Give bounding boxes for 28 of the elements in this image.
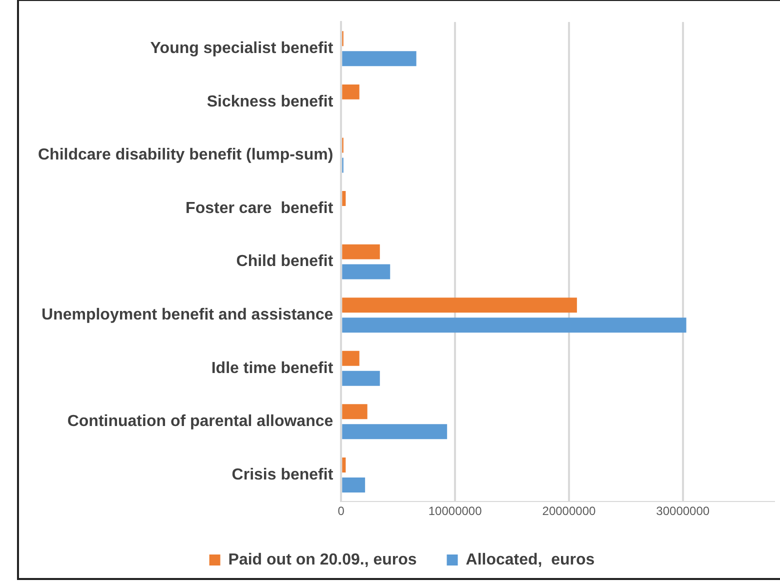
bar (342, 298, 577, 313)
y-tick-label: Unemployment benefit and assistance (42, 306, 334, 324)
y-tick-label: Sickness benefit (206, 93, 334, 110)
bar (342, 51, 416, 66)
x-tick-label: 10000000 (428, 504, 482, 518)
bar (342, 477, 366, 492)
bar (342, 404, 368, 420)
y-tick-label: Crisis benefit (232, 466, 334, 484)
y-tick-label: Continuation of parental allowance (67, 413, 334, 430)
legend-label: Paid out on 20.09., euros (228, 551, 417, 568)
bar (342, 244, 380, 260)
x-tick-label: 30000000 (656, 504, 710, 518)
bar (342, 264, 390, 280)
y-tick-label: Child benefit (236, 253, 334, 270)
y-tick-label: Idle time benefit (211, 360, 334, 377)
x-tick-label: 0 (338, 504, 345, 518)
bar (342, 370, 380, 386)
y-tick-label: Childcare disability benefit (lump-sum) (38, 146, 334, 164)
y-tick-label: Foster care benefit (186, 200, 334, 217)
bar (342, 424, 448, 440)
bar (342, 84, 360, 100)
legend-label: Allocated, euros (466, 551, 595, 568)
bar (342, 350, 360, 366)
y-tick-label: Young specialist benefit (150, 40, 334, 58)
bar (342, 457, 346, 472)
bar (342, 191, 346, 206)
bar (342, 318, 686, 333)
x-tick-label: 20000000 (542, 504, 596, 518)
